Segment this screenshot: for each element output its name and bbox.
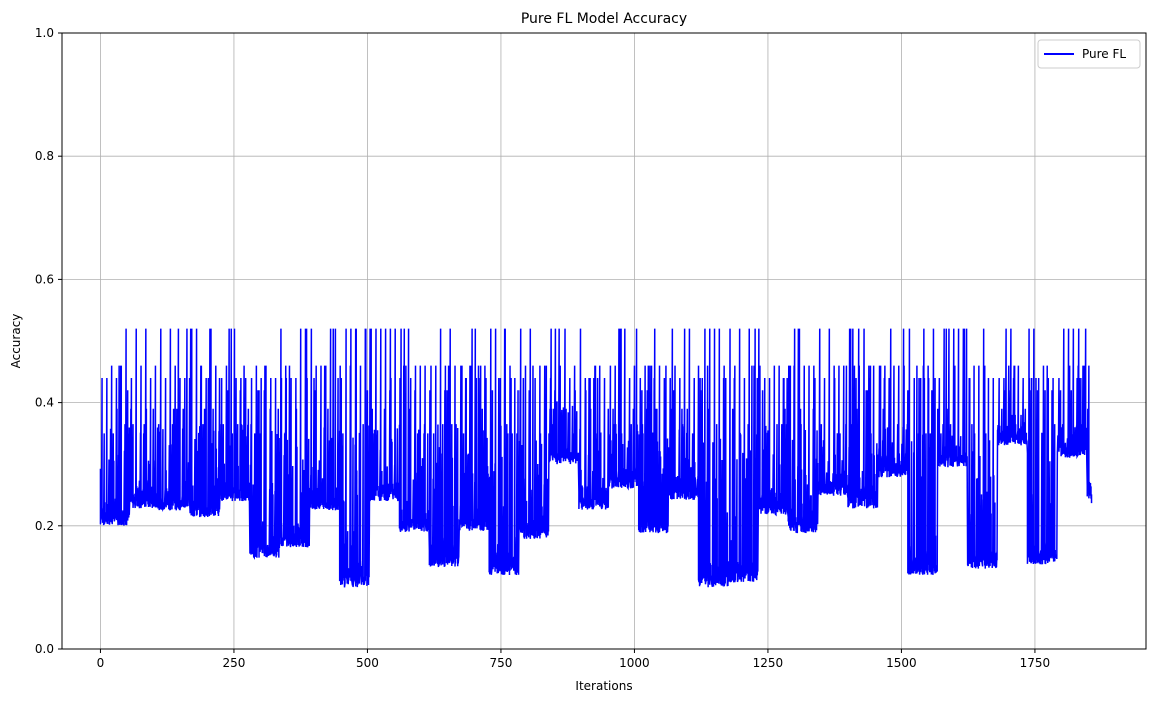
x-tick-label: 750 bbox=[489, 656, 512, 670]
legend-box bbox=[1037, 39, 1141, 69]
y-tick-label: 0.0 bbox=[35, 642, 54, 656]
y-axis-ticks: 0.0 0.2 0.4 0.6 0.8 1.0 bbox=[35, 26, 62, 656]
x-axis-ticks: 0 250 500 750 1000 1250 1500 1750 bbox=[97, 649, 1051, 670]
x-tick-label: 1500 bbox=[886, 656, 917, 670]
series-line-pure-fl bbox=[99, 328, 1093, 588]
y-tick-label: 0.6 bbox=[35, 272, 54, 286]
y-tick-label: 1.0 bbox=[35, 26, 54, 40]
y-axis-label: Accuracy bbox=[9, 314, 23, 369]
plot-frame bbox=[61, 32, 1147, 650]
x-tick-label: 1250 bbox=[753, 656, 784, 670]
x-tick-label: 1750 bbox=[1020, 656, 1051, 670]
y-tick-label: 0.2 bbox=[35, 519, 54, 533]
x-tick-label: 1000 bbox=[619, 656, 650, 670]
x-tick-label: 0 bbox=[97, 656, 105, 670]
legend: Pure FL bbox=[1037, 39, 1141, 69]
series-layer bbox=[99, 328, 1093, 588]
y-tick-label: 0.8 bbox=[35, 149, 54, 163]
legend-label: Pure FL bbox=[1082, 47, 1126, 61]
x-tick-label: 500 bbox=[356, 656, 379, 670]
chart-title: Pure FL Model Accuracy bbox=[521, 11, 687, 27]
x-tick-label: 250 bbox=[222, 656, 245, 670]
y-tick-label: 0.4 bbox=[35, 396, 54, 410]
x-axis-label: Iterations bbox=[575, 679, 632, 693]
